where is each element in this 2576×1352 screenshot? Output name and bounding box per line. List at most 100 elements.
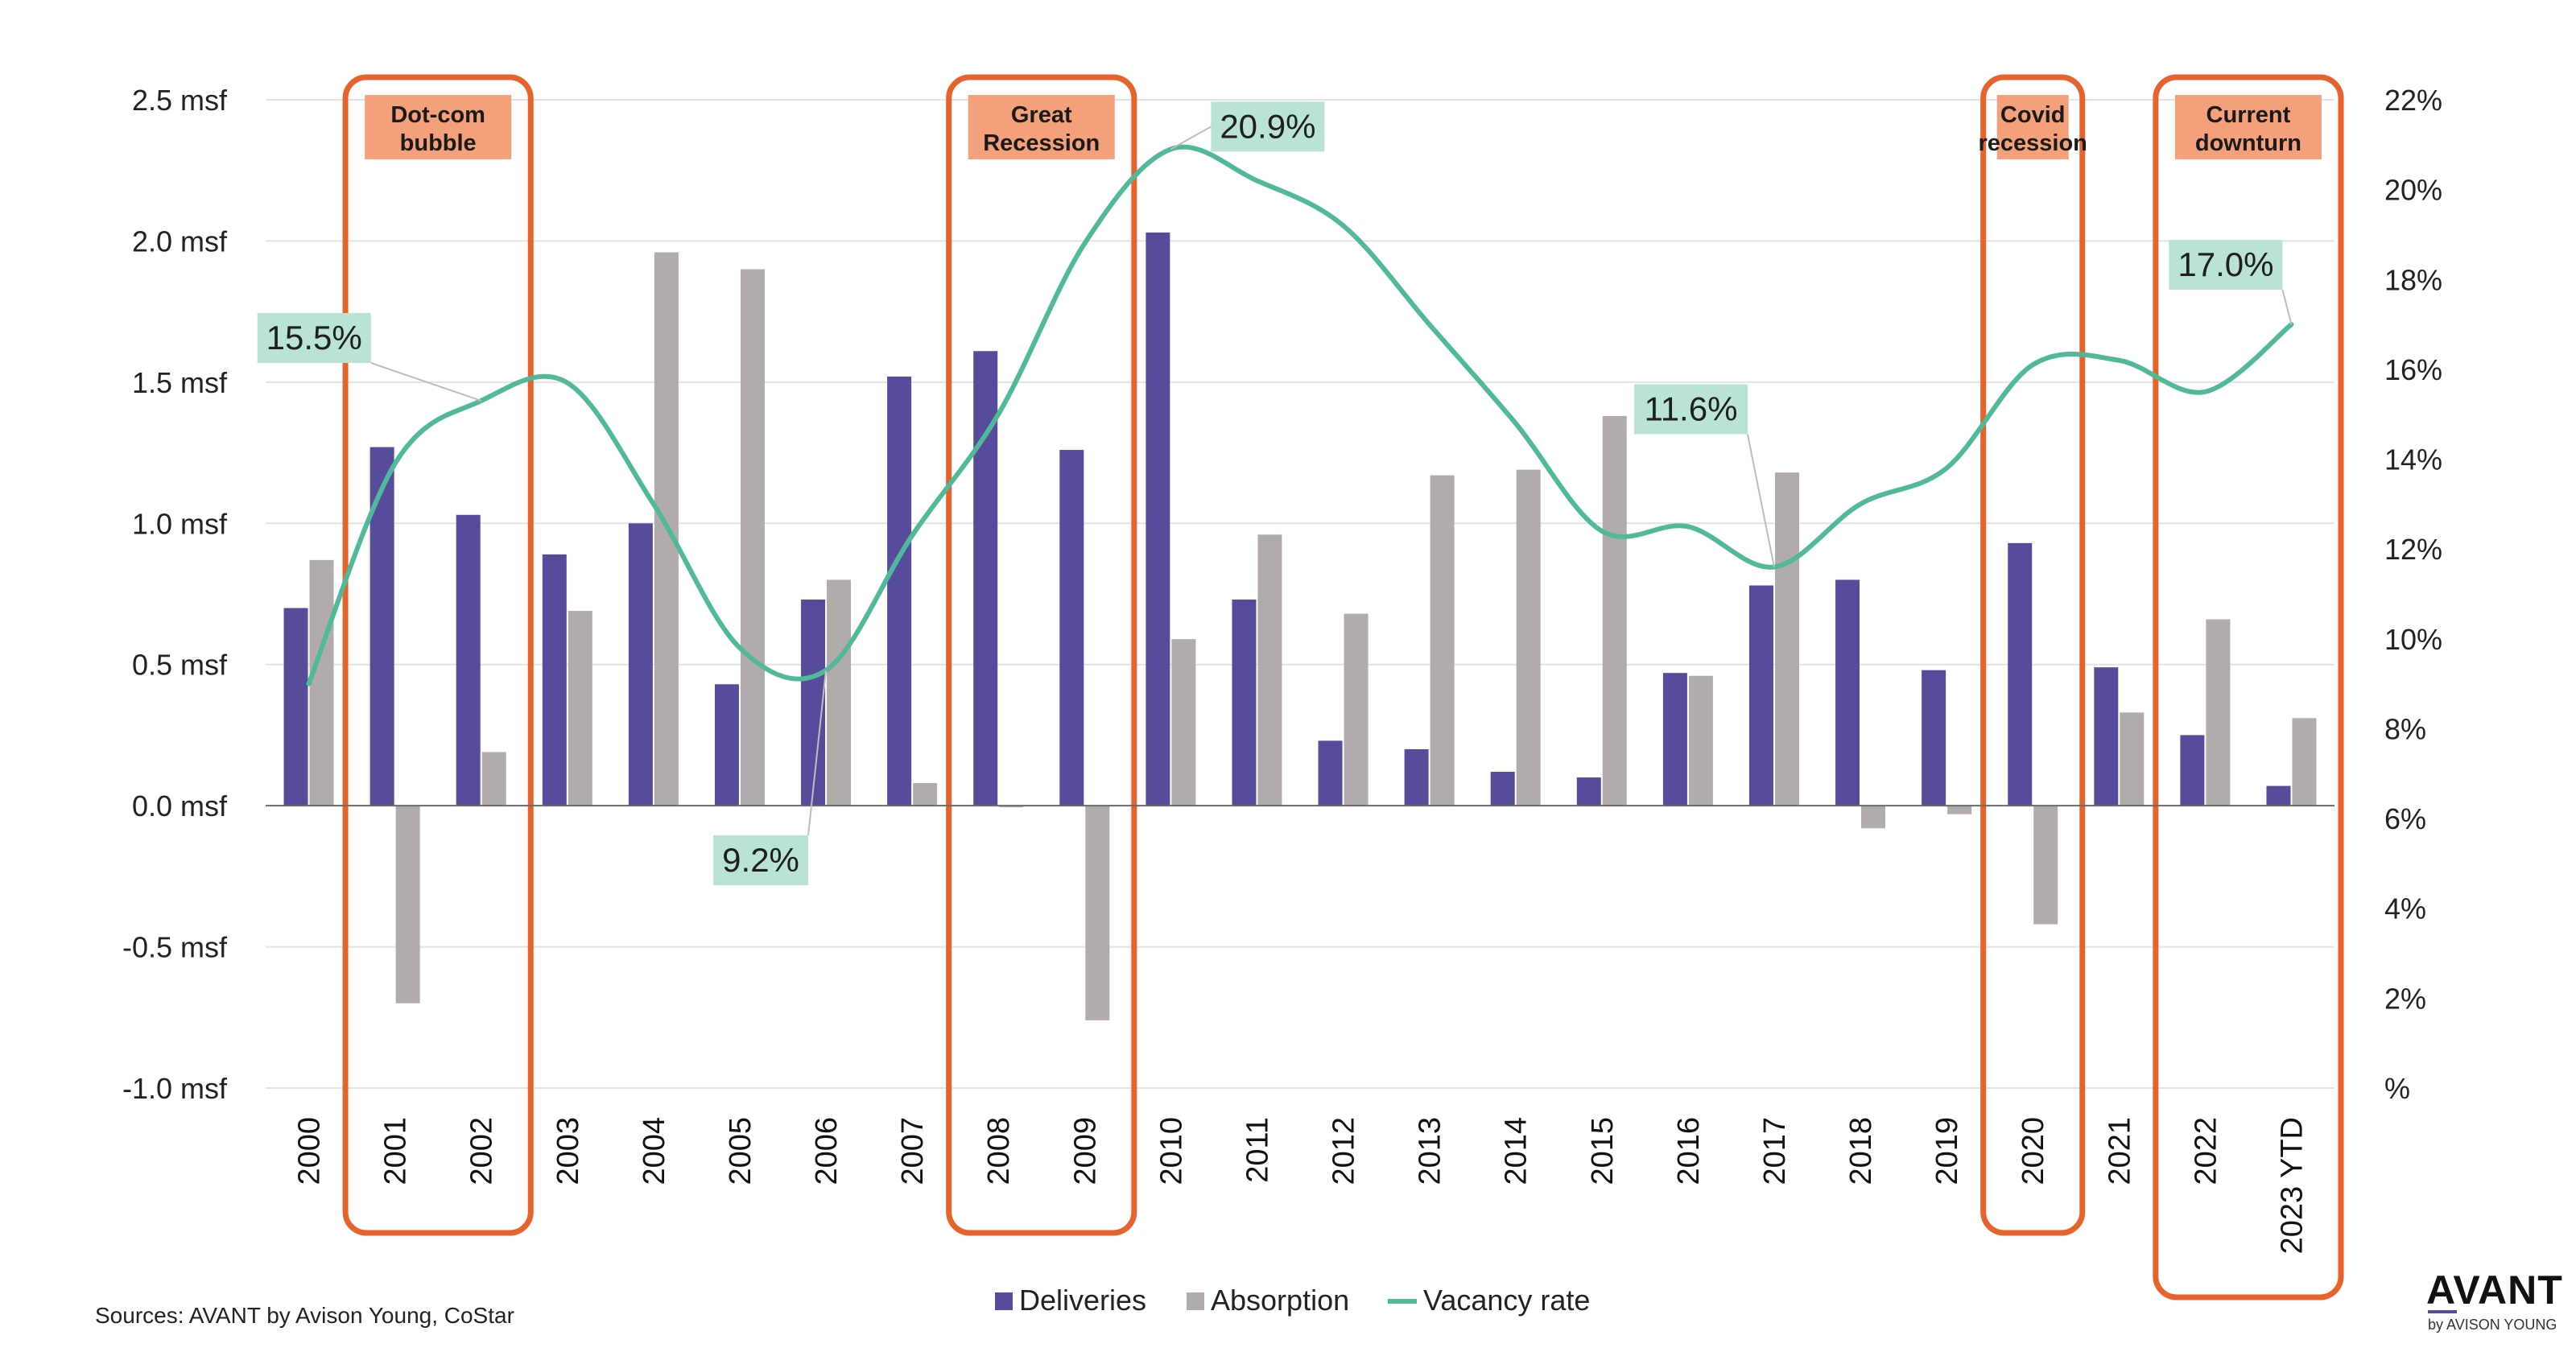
absorption-bar-2002 xyxy=(481,752,506,806)
absorption-bar-2017 xyxy=(1774,472,1799,806)
callout-label-2006: 9.2% xyxy=(722,841,799,879)
absorption-bar-2016 xyxy=(1688,675,1713,806)
left-tick-label: 1.0 msf xyxy=(132,507,228,540)
period-box-covid xyxy=(1980,74,2086,1236)
right-tick-label: 12% xyxy=(2384,533,2442,566)
deliveries-bar-2004 xyxy=(628,523,653,806)
period-label-current-line2: downturn xyxy=(2195,130,2301,156)
period-box-great xyxy=(946,74,1137,1236)
vacancy-line-series xyxy=(306,144,2294,686)
callout-leader-2010 xyxy=(1170,126,1212,150)
deliveries-bar-2002 xyxy=(456,514,481,806)
period-label-great: Great xyxy=(1011,102,1072,128)
right-tick-label: 22% xyxy=(2384,84,2442,117)
absorption-bar-2022 xyxy=(2206,619,2231,806)
absorption-bar-2007 xyxy=(913,783,938,806)
deliveries-bar-2022 xyxy=(2180,735,2205,806)
absorption-bar-2003 xyxy=(568,611,592,806)
period-label-bg-great xyxy=(968,95,1115,159)
period-label-current: Current xyxy=(2207,102,2291,128)
absorption-bar-2006 xyxy=(827,579,852,806)
deliveries-bar-2020 xyxy=(2008,542,2033,806)
deliveries-bar-2014 xyxy=(1490,772,1515,806)
period-label-bg-covid xyxy=(1996,95,2069,159)
absorption-bar-2000 xyxy=(309,559,334,806)
x-tick-label-2019: 2019 xyxy=(1930,1117,1964,1185)
deliveries-bar-2015 xyxy=(1576,777,1601,806)
deliveries-bar-2001 xyxy=(369,447,394,806)
x-tick-label-2014: 2014 xyxy=(1500,1117,1534,1185)
vacancy-rate-line xyxy=(306,144,2294,686)
x-tick-label-2022: 2022 xyxy=(2189,1117,2223,1185)
x-tick-label-2010: 2010 xyxy=(1154,1117,1188,1185)
x-tick-label-2002: 2002 xyxy=(465,1117,499,1185)
period-box-dot-com xyxy=(342,74,534,1236)
period-label-bg-dot-com xyxy=(365,95,512,159)
left-tick-label: 0.5 msf xyxy=(132,649,228,682)
callout-box-2010 xyxy=(1211,101,1325,152)
absorption-bar-2012 xyxy=(1344,613,1368,806)
logo-wordmark: AVANT xyxy=(2426,1268,2563,1313)
legend-swatch-deliveries xyxy=(995,1292,1013,1310)
callout-leader-2002 xyxy=(370,362,482,402)
right-tick-label: 8% xyxy=(2384,712,2426,745)
left-axis-labels: 2.5 msf 2.0 msf 1.5 msf 1.0 msf 0.5 msf 0.0 m… xyxy=(122,84,228,1105)
period-label-great-line2: Recession xyxy=(983,130,1100,156)
x-tick-label-2005: 2005 xyxy=(724,1117,758,1185)
x-tick-label-2018: 2018 xyxy=(1844,1117,1878,1185)
callout-leader-2006 xyxy=(807,670,828,835)
logo-subtitle: by AVISON YOUNG xyxy=(2428,1317,2557,1333)
x-tick-label-2016: 2016 xyxy=(1672,1117,1706,1185)
x-tick-label-2008: 2008 xyxy=(982,1117,1016,1185)
x-tick-label-2013: 2013 xyxy=(1414,1117,1447,1185)
period-label-bg-current xyxy=(2174,95,2322,159)
deliveries-bar-2021 xyxy=(2094,667,2119,806)
deliveries-bar-2013 xyxy=(1404,748,1429,806)
absorption-bar-2015 xyxy=(1602,415,1627,806)
legend-label-absorption: Absorption xyxy=(1211,1284,1349,1317)
left-tick-label: 2.0 msf xyxy=(132,225,228,258)
deliveries-bar-2008 xyxy=(973,351,998,806)
deliveries-bar-2010 xyxy=(1146,232,1170,806)
x-tick-label-2017: 2017 xyxy=(1758,1117,1792,1185)
period-label-covid-line2: recession xyxy=(1978,130,2087,156)
legend-label-vacancy-rate: Vacancy rate xyxy=(1423,1284,1590,1317)
legend-swatch-absorption xyxy=(1187,1292,1204,1310)
callout-box-2017 xyxy=(1633,384,1748,435)
absorption-bar-2023-ytd xyxy=(2292,718,2317,806)
x-tick-label-2015: 2015 xyxy=(1586,1117,1620,1185)
right-tick-label: 2% xyxy=(2384,982,2426,1015)
period-label-covid: Covid xyxy=(2000,102,2066,128)
left-tick-label: -0.5 msf xyxy=(122,931,228,964)
absorption-bar-2014 xyxy=(1516,469,1541,806)
deliveries-bar-2023-ytd xyxy=(2266,785,2291,806)
period-box-current xyxy=(2153,74,2344,1300)
x-tick-label-2003: 2003 xyxy=(551,1117,585,1185)
x-tick-label-2011: 2011 xyxy=(1241,1117,1274,1183)
callout-leader-2023-ytd xyxy=(2281,289,2293,325)
right-tick-label: 20% xyxy=(2384,174,2442,207)
deliveries-bar-2011 xyxy=(1232,600,1257,806)
deliveries-bar-2018 xyxy=(1835,579,1860,806)
left-tick-label: 2.5 msf xyxy=(132,84,228,117)
absorption-bar-2010 xyxy=(1171,639,1196,806)
x-tick-label-2001: 2001 xyxy=(379,1117,413,1185)
source-note: Sources: AVANT by Avison Young, CoStar xyxy=(95,1303,514,1328)
legend-label-deliveries: Deliveries xyxy=(1019,1284,1146,1317)
absorption-bar-2020 xyxy=(2033,806,2058,925)
right-tick-label: 4% xyxy=(2384,892,2426,925)
right-tick-label: 16% xyxy=(2384,353,2442,386)
absorption-bar-2005 xyxy=(740,269,765,806)
x-tick-label-2006: 2006 xyxy=(810,1117,844,1185)
callout-label-2002: 15.5% xyxy=(266,319,362,357)
callout-box-2006 xyxy=(713,835,809,885)
deliveries-bar-2017 xyxy=(1748,585,1773,806)
left-tick-label: 0.0 msf xyxy=(132,789,228,822)
legend: Deliveries Absorption Vacancy rate xyxy=(995,1284,1590,1317)
x-tick-label-2020: 2020 xyxy=(2017,1117,2050,1185)
callout-leader-2017 xyxy=(1746,434,1775,567)
x-tick-label-2021: 2021 xyxy=(2103,1117,2136,1185)
absorption-bar-2018 xyxy=(1861,806,1886,829)
callout-box-2023-ytd xyxy=(2169,240,2283,291)
right-axis-labels: 22% 20% 18% 16% 14% 12% 10% 8% 6% 4% 2%% xyxy=(2384,84,2442,1105)
